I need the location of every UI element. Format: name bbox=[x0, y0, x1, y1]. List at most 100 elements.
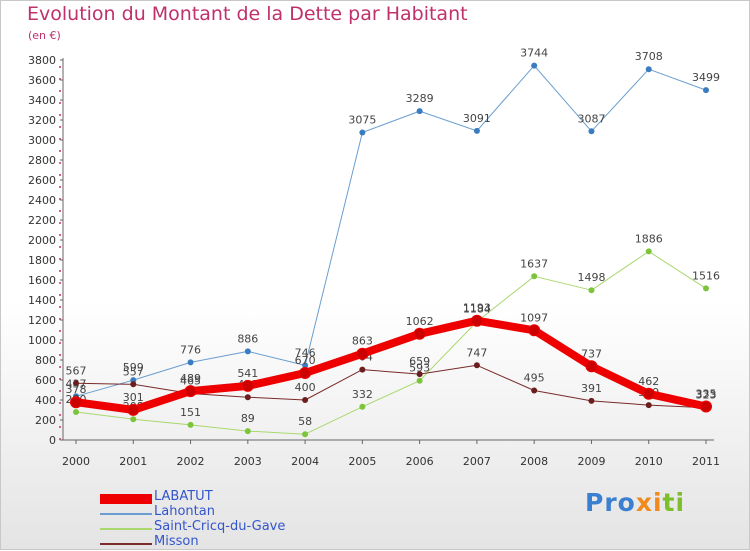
legend-swatch bbox=[100, 528, 152, 530]
axis-dot bbox=[59, 294, 61, 296]
axis-dot bbox=[59, 234, 61, 236]
data-point-lahontan bbox=[359, 129, 366, 136]
axis-dot bbox=[59, 174, 61, 176]
y-tick-label: 2000 bbox=[28, 234, 56, 247]
axis-dot bbox=[59, 258, 61, 260]
axis-dot bbox=[59, 210, 61, 212]
data-label-saint-cricq-du-gave: 1886 bbox=[635, 232, 663, 245]
data-point-misson bbox=[645, 402, 652, 409]
data-point-saint-cricq-du-gave bbox=[73, 409, 79, 415]
data-point-labatut bbox=[70, 396, 82, 409]
data-label-misson: 557 bbox=[123, 365, 144, 378]
axis-dot bbox=[59, 162, 61, 164]
data-label-saint-cricq-du-gave: 151 bbox=[180, 406, 201, 419]
y-tick-label: 3200 bbox=[28, 114, 56, 127]
legend-label: Misson bbox=[154, 534, 199, 549]
data-label-misson: 323 bbox=[696, 389, 717, 402]
data-point-labatut bbox=[528, 324, 541, 337]
data-point-misson bbox=[73, 380, 79, 387]
axis-dot bbox=[59, 198, 61, 200]
data-label-labatut: 541 bbox=[237, 367, 258, 380]
axis-dot bbox=[59, 366, 61, 368]
x-tick-label: 2004 bbox=[291, 455, 319, 468]
series-line-labatut bbox=[72, 316, 710, 414]
chart-subtitle: (en €) bbox=[28, 29, 61, 42]
data-point-saint-cricq-du-gave bbox=[588, 287, 595, 294]
data-label-labatut: 1097 bbox=[520, 311, 548, 324]
axis-dot bbox=[59, 438, 61, 440]
legend-label: Lahontan bbox=[154, 504, 215, 519]
axis-dot bbox=[59, 66, 61, 68]
data-point-labatut bbox=[241, 379, 254, 392]
data-label-labatut: 378 bbox=[66, 383, 87, 396]
y-tick-label: 1600 bbox=[28, 274, 56, 287]
x-tick-label: 2003 bbox=[234, 455, 262, 468]
legend-swatch bbox=[100, 494, 152, 504]
data-label-lahontan: 3499 bbox=[692, 71, 720, 84]
data-point-labatut bbox=[299, 367, 312, 379]
x-tick-label: 2011 bbox=[692, 455, 720, 468]
axis-dot bbox=[59, 426, 61, 428]
data-point-saint-cricq-du-gave bbox=[244, 428, 251, 435]
axis-dot bbox=[59, 246, 61, 248]
x-tick-label: 2007 bbox=[463, 455, 491, 468]
data-label-lahontan: 3091 bbox=[463, 112, 491, 125]
data-point-labatut bbox=[184, 385, 197, 398]
axis-dot bbox=[59, 342, 61, 344]
data-point-lahontan bbox=[244, 348, 251, 355]
y-tick-label: 1200 bbox=[28, 314, 56, 327]
y-tick-label: 0 bbox=[49, 434, 56, 447]
data-point-lahontan bbox=[645, 66, 652, 73]
proxiti-logo: Proxiti bbox=[585, 488, 686, 517]
data-point-misson bbox=[416, 371, 423, 378]
data-point-misson bbox=[473, 362, 480, 369]
x-tick-label: 2002 bbox=[177, 455, 205, 468]
data-point-labatut bbox=[127, 403, 140, 416]
y-tick-label: 2600 bbox=[28, 174, 56, 187]
y-tick-label: 1400 bbox=[28, 294, 56, 307]
data-label-saint-cricq-du-gave: 332 bbox=[352, 388, 373, 401]
data-point-saint-cricq-du-gave bbox=[359, 403, 366, 410]
chart-title: Evolution du Montant de la Dette par Hab… bbox=[27, 3, 468, 25]
data-point-saint-cricq-du-gave bbox=[130, 416, 137, 423]
data-label-misson: 659 bbox=[409, 355, 430, 368]
legend-label: LABATUT bbox=[154, 489, 213, 504]
data-label-lahontan: 3075 bbox=[348, 114, 376, 127]
y-tick-label: 1000 bbox=[28, 334, 56, 347]
data-point-lahontan bbox=[416, 108, 423, 115]
data-label-saint-cricq-du-gave: 58 bbox=[298, 415, 312, 428]
x-tick-label: 2010 bbox=[635, 455, 663, 468]
data-point-saint-cricq-du-gave bbox=[531, 273, 538, 280]
data-point-saint-cricq-du-gave bbox=[302, 431, 309, 438]
axis-dot bbox=[59, 150, 61, 152]
x-tick-label: 2006 bbox=[406, 455, 434, 468]
data-point-labatut bbox=[642, 387, 655, 400]
axis-dot bbox=[59, 114, 61, 116]
axis-dot bbox=[59, 330, 61, 332]
axis-dot bbox=[59, 102, 61, 104]
data-label-saint-cricq-du-gave: 593 bbox=[409, 362, 430, 375]
legend-swatch bbox=[100, 543, 152, 545]
axis-dot bbox=[59, 378, 61, 380]
data-point-lahontan bbox=[531, 62, 538, 69]
legend-label: Saint-Cricq-du-Gave bbox=[154, 519, 286, 534]
data-label-labatut: 462 bbox=[638, 375, 659, 388]
y-tick-label: 3400 bbox=[28, 94, 56, 107]
data-label-saint-cricq-du-gave: 1498 bbox=[577, 271, 605, 284]
data-label-misson: 567 bbox=[66, 364, 87, 377]
data-label-lahontan: 776 bbox=[180, 343, 201, 356]
y-tick-label: 1800 bbox=[28, 254, 56, 267]
data-point-labatut bbox=[413, 327, 426, 340]
data-label-saint-cricq-du-gave: 1516 bbox=[692, 269, 720, 282]
data-label-misson: 465 bbox=[180, 375, 201, 388]
axis-dot bbox=[59, 138, 61, 140]
axis-dot bbox=[59, 186, 61, 188]
data-point-misson bbox=[359, 366, 366, 373]
data-label-lahontan: 3289 bbox=[406, 92, 434, 105]
legend-swatch bbox=[100, 513, 152, 515]
y-tick-label: 200 bbox=[35, 414, 56, 427]
data-label-lahontan: 3708 bbox=[635, 50, 663, 63]
x-tick-label: 2008 bbox=[520, 455, 548, 468]
y-tick-label: 2200 bbox=[28, 214, 56, 227]
